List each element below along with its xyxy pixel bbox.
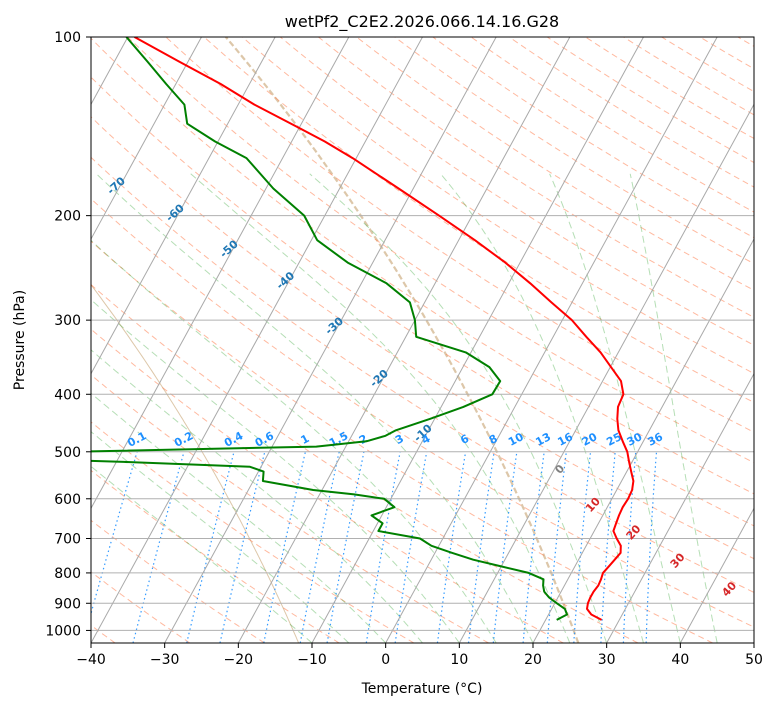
mixing-ratio-line [395,452,427,643]
dry-adiabat-line [700,37,775,643]
y-tick-label: 400 [54,387,81,403]
mixing-ratio-label: 16 [555,430,575,449]
mixing-ratio-label: 0.2 [172,429,195,450]
moist-adiabat-label: 30 [668,550,688,570]
mixing-ratio-line [437,452,465,643]
mixing-ratio-label: 1.5 [327,429,350,450]
y-tick-label: 800 [54,566,81,582]
y-axis-label: Pressure (hPa) [12,290,28,390]
mixing-ratio-label: 1 [299,432,312,447]
isotherm-line [607,37,775,643]
dry-adiabat-line [585,37,775,643]
dry-adiabat-label: -80 [43,152,67,175]
isotherm-line [165,37,497,643]
mixing-ratio-line [327,452,364,643]
isotherm-line [238,37,570,643]
chart-title: wetPf2_C2E2.2026.066.14.16.G28 [285,12,559,32]
dry-adiabat-line [0,37,563,643]
isotherm-line [533,37,775,643]
mixing-ratio-label: 20 [580,430,600,449]
dry-adiabat-label: -90 [0,136,2,159]
mixing-ratio-line [264,452,306,643]
mixing-ratio-line [547,452,566,643]
dry-adiabat-line [318,37,775,643]
moist-adiabat-label: 40 [719,579,739,599]
mixing-ratio-label: 8 [487,432,500,447]
dewpoint-profile-line [0,37,567,620]
x-tick-label: 50 [745,652,763,668]
mixing-ratio-label: 0.1 [125,429,148,450]
y-tick-label: 100 [54,30,81,46]
mixing-ratio-label: 30 [625,430,645,449]
profiles [0,37,633,620]
moist-adiabat-label: 10 [583,495,603,515]
dry-adiabat-line [0,37,190,643]
x-axis-label: Temperature (°C) [361,681,483,697]
mixing-ratio-line [493,452,517,643]
dry-adiabat-line [280,37,775,643]
y-tick-label: 300 [54,313,81,329]
dry-adiabat-line [0,37,489,643]
isotherm-line [680,37,775,643]
x-tick-label: −10 [297,652,327,668]
y-tick-label: 500 [54,445,81,461]
dry-adiabat-line [52,37,775,643]
mixing-ratio-line [469,452,495,643]
x-tick-label: 30 [598,652,616,668]
x-tick-label: −20 [224,652,254,668]
y-tick-label: 700 [54,532,81,548]
x-tick-label: 10 [450,652,468,668]
dry-adiabat-line [13,37,775,643]
x-tick-label: −30 [150,652,180,668]
y-tick-label: 600 [54,492,81,508]
moist-adiabat-label: 0 [553,462,568,477]
x-tick-label: 40 [671,652,689,668]
y-tick-label: 1000 [45,623,81,639]
background-lines [0,37,775,643]
mixing-ratio-label: 0.4 [222,429,246,450]
isotherm-line [386,37,718,643]
curved-line [0,37,299,643]
dry-adiabat-line [0,37,265,643]
mixing-ratio-line [133,452,184,643]
dry-adiabat-line [433,37,775,643]
moist-adiabat-label: 20 [624,522,644,542]
y-tick-label: 200 [54,209,81,225]
line-labels: -100-90-80-70-60-50-40-30-20-100.10.20.4… [0,116,739,599]
mixing-ratio-label: 13 [533,430,553,449]
isotherm-line [754,37,775,643]
y-tick-label: 900 [54,596,81,612]
isotherm-line [0,37,202,643]
mixing-ratio-label: 10 [506,430,526,449]
isotherm-line [312,37,644,643]
curved-line [0,37,11,643]
x-tick-label: 20 [524,652,542,668]
dry-adiabat-line [204,37,775,643]
x-tick-label: 0 [381,652,390,668]
x-tick-label: −40 [76,652,106,668]
plot-frame [91,37,754,643]
mixing-ratio-label: 3 [393,432,406,447]
dry-adiabat-line [738,37,775,643]
dry-adiabat-line [471,37,775,643]
mixing-ratio-line [300,452,339,643]
